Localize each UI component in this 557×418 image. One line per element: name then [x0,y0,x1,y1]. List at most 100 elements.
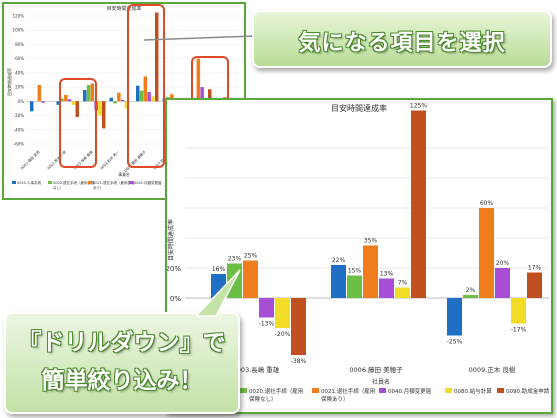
overview-chart-title: 目安時間達成率 [106,6,142,12]
overview-legend-label: 0021.退社手続（雇用保険 [93,180,135,185]
overview-bar [196,58,201,102]
overview-bar [37,84,42,102]
overview-bar [200,87,204,102]
bar [275,298,290,328]
legend-label: 0080.給与計算 [454,387,492,395]
overview-bar [90,83,95,102]
legend-label: 0020.退社手続（雇用 [249,387,303,395]
overview-bar [83,89,87,102]
overview-legend-label: 0020.退社手続（雇用保険 [53,180,95,185]
overview-bar [113,101,117,104]
bar [395,287,410,298]
legend-label-cont: 保険あり） [321,395,349,403]
overview-bar [102,101,106,129]
highlight-frame-nagashima[interactable] [59,78,97,168]
bar-value-label: 125% [410,103,427,110]
overview-bar [98,101,102,116]
x-axis-label: 社員名 [372,378,390,386]
bar-value-label: 17% [528,265,542,272]
callout-select-item-text: 気になる項目を選択 [298,31,506,56]
callout-select-item: 気になる項目を選択 [252,10,552,68]
detail-chart[interactable]: 20% 0% 目安時間達成率 16%23% 25% -13%-20% -38% 22%15% 3… [167,100,551,412]
bar-value-label: 13% [380,271,394,278]
overview-category-label: 0001.福田 武男 [19,149,41,171]
overview-y-tick: 40% [15,70,24,75]
bar-value-label: 7% [398,280,408,287]
overview-legend-label-cont: なし） [53,185,64,190]
bar [291,298,306,355]
legend-swatch [445,388,452,393]
legend-label-cont: 保険なし） [249,395,277,403]
overview-legend-label: 0040.月額変更届 [134,180,162,185]
bar [331,265,346,298]
overview-y-tick: 100% [13,28,25,33]
bar-value-label: 23% [228,256,242,263]
legend-swatch [240,388,247,393]
bar [411,110,426,298]
overview-bar [208,89,212,102]
callout-connector [143,35,257,41]
overview-bar [139,90,144,102]
overview-bar [170,94,174,102]
overview-legend-swatch [12,181,16,184]
overview-y-tick: -20% [14,113,25,118]
category-label: 0006.藤田 美穂子 [349,365,403,374]
overview-bar [109,97,113,102]
bar-value-label: 20% [496,260,510,267]
bar [243,260,258,298]
overview-legend-label-cont: あり） [93,185,104,190]
highlight-frame-fujita[interactable] [127,4,165,168]
bar-value-label: 2% [466,287,476,294]
overview-bar [124,101,129,109]
callout-drilldown-line2: 簡単絞り込み！ [41,368,203,394]
overview-y-tick: 80% [15,42,24,47]
bar-value-label: -38% [291,358,307,365]
overview-bar [71,101,76,105]
bar-value-label: 60% [480,200,494,207]
overview-bar [117,92,121,102]
legend-swatch [497,388,504,393]
bar [363,245,378,298]
overview-bar [75,101,79,117]
bar [479,208,494,298]
bar [259,298,274,318]
overview-bar [30,101,34,112]
bar-value-label: -25% [447,339,463,346]
overview-y-tick: -60% [14,142,25,147]
callout-drilldown: 『ドリルダウン』で 簡単絞り込み！ [4,312,240,414]
legend-label: 0040.月額変更届 [388,387,431,395]
overview-y-tick: 20% [15,85,24,90]
overview-bar [143,76,148,102]
overview-y-tick: 60% [15,56,24,61]
overview-y-axis-label: 目安時間達成率 [6,68,12,96]
overview-bar [86,84,91,102]
bar-value-label: 22% [332,257,346,264]
overview-bar [64,94,68,102]
overview-bar [120,99,125,102]
bar [379,278,394,298]
bar-value-label: -13% [259,321,275,328]
overview-bar [147,92,151,102]
overview-bar [136,85,140,102]
overview-legend-swatch [129,181,133,184]
legend-label: 0021.退社手続（雇用 [321,387,375,395]
overview-legend-swatch [88,181,92,184]
y-tick-label: 20% [167,265,181,273]
overview-bar [151,96,155,102]
detail-chart-title: 目安時間達成率 [331,104,387,113]
bar-value-label: 15% [348,268,362,275]
bar [495,268,510,298]
category-label: 0003.長嶋 重雄 [233,365,280,374]
legend-swatch [379,388,386,393]
category-label: 0009.正木 良樹 [469,365,516,374]
bar [347,275,362,298]
bar-value-label: -17% [511,327,527,334]
bar-value-label: 16% [212,266,226,273]
overview-x-axis-label: 事業名 [118,172,130,177]
bar-value-label: 35% [364,238,378,245]
callout-pointer [196,269,241,317]
overview-bar [67,99,72,102]
bar [527,272,542,298]
y-axis-label: 目安時間達成率 [167,219,175,261]
overview-legend-swatch [48,181,52,184]
